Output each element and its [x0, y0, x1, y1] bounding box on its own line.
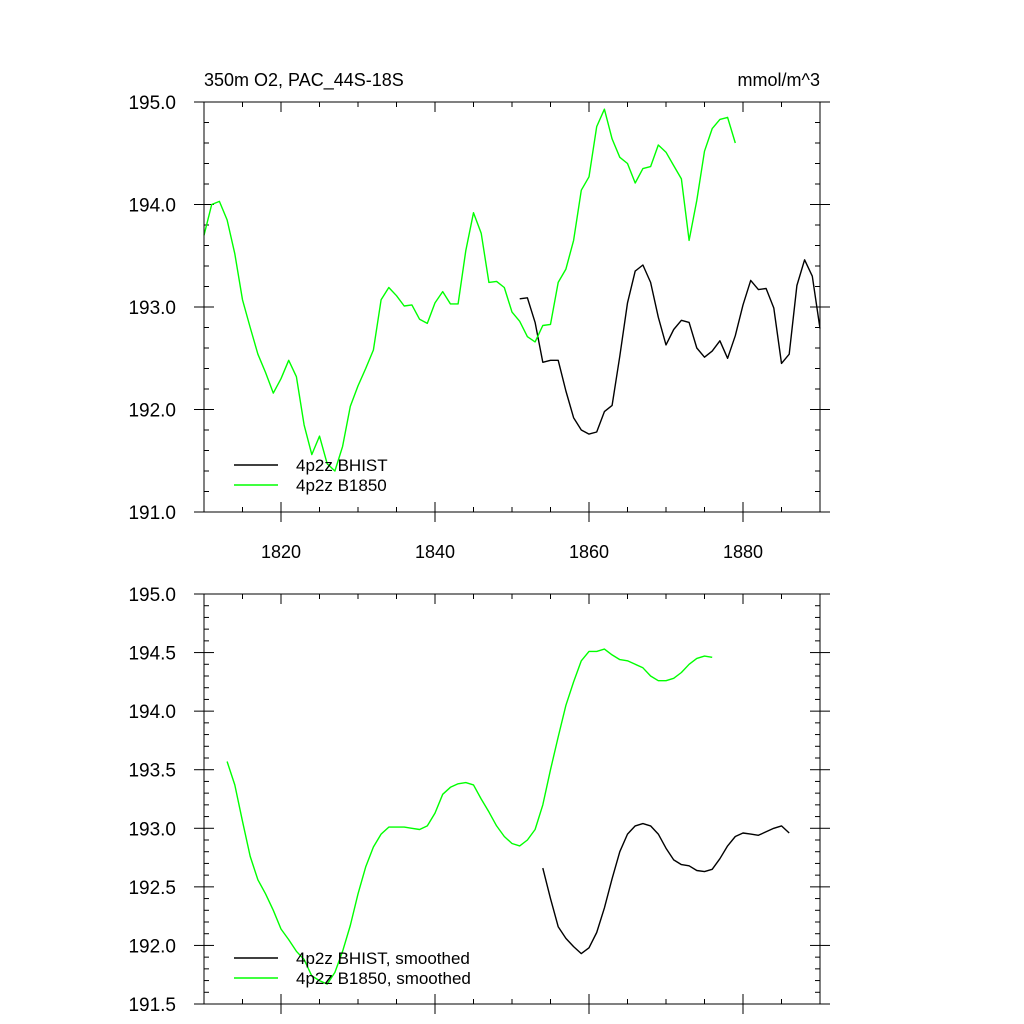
chart-units-label: mmol/m^3 [738, 70, 820, 90]
y-tick-label: 194.5 [128, 644, 176, 665]
top-series-line-1 [203, 108, 736, 472]
x-tick-label: 1820 [261, 542, 301, 562]
legend-label: 4p2z B1850 [296, 476, 387, 495]
y-tick-label: 193.0 [128, 819, 176, 840]
y-tick-label: 194.0 [128, 196, 176, 217]
y-tick-label: 195.0 [128, 93, 176, 114]
top-series-line-0 [519, 259, 821, 435]
legend-label: 4p2z BHIST [296, 456, 388, 475]
y-tick-label: 193.0 [128, 298, 176, 319]
y-tick-label: 195.0 [128, 585, 176, 606]
y-tick-label: 192.5 [128, 878, 176, 899]
bottom-series-group [226, 648, 790, 985]
y-tick-label: 192.0 [128, 936, 176, 957]
bottom-axis-ticks: 191.5 192.0 192.5 193.0 193.5 194.0 194.5 195.0 [128, 585, 830, 1016]
bottom-plot-frame [203, 593, 821, 1005]
bottom-series-line-1 [226, 648, 713, 985]
y-tick-label: 194.0 [128, 702, 176, 723]
y-tick-label: 192.0 [128, 401, 176, 422]
x-tick-label: 1880 [723, 542, 763, 562]
top-axis-ticks: 1820 1840 1860 1880 191.0 192.0 193.0 194.0 195.… [128, 93, 830, 562]
top-series-group [203, 108, 821, 472]
x-tick-label: 1840 [415, 542, 455, 562]
chart-bottom-panel: 191.5 192.0 192.5 193.0 193.5 194.0 194.5 195.0… [128, 585, 830, 1016]
y-tick-label: 191.5 [128, 995, 176, 1016]
y-tick-label: 191.0 [128, 503, 176, 524]
top-plot-frame [203, 101, 821, 513]
legend-label: 4p2z B1850, smoothed [296, 969, 471, 988]
y-tick-label: 193.5 [128, 761, 176, 782]
bottom-series-line-0 [542, 822, 790, 955]
chart-top-panel: 350m O2, PAC_44S-18S mmol/m^3 1820 1840 18… [128, 70, 830, 562]
legend-label: 4p2z BHIST, smoothed [296, 949, 470, 968]
chart-title: 350m O2, PAC_44S-18S [204, 70, 404, 91]
x-tick-label: 1860 [569, 542, 609, 562]
